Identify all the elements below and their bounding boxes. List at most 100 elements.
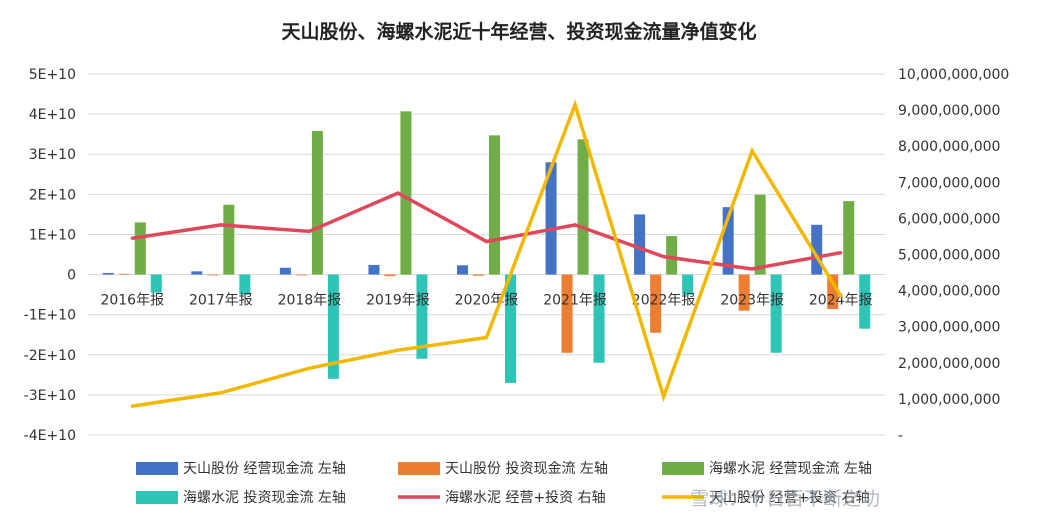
- category-label: 2019年报: [366, 293, 430, 309]
- right-tick-label: 5,000,000,000: [898, 248, 1000, 264]
- left-tick-label: 3E+10: [29, 147, 76, 163]
- bar: [207, 274, 219, 276]
- line-point: [130, 404, 134, 408]
- bar: [505, 274, 516, 383]
- legend-swatch: [398, 462, 440, 475]
- bar: [827, 274, 839, 310]
- gridlines: [88, 73, 885, 436]
- bar: [400, 111, 412, 275]
- right-tick-label: 6,000,000,000: [898, 211, 1000, 227]
- bar: [754, 194, 766, 275]
- category-label: 2023年报: [720, 293, 784, 309]
- line-point: [484, 239, 489, 244]
- bar: [311, 130, 323, 275]
- bar: [843, 201, 855, 275]
- bar: [327, 274, 339, 379]
- line-point: [662, 255, 666, 259]
- category-label: 2022年报: [632, 293, 696, 309]
- right-axis-ticks: - 1,000,000,000 2,000,000,000 3,000,000,000…: [898, 67, 1009, 444]
- category-label: 2016年报: [100, 293, 164, 309]
- legend: 天山股份 经营现金流 左轴 天山股份 投资现金流 左轴 海螺水泥 经营现金流 左轴海…: [136, 461, 872, 506]
- line-point: [396, 191, 400, 195]
- bar: [279, 267, 291, 275]
- bar: [457, 265, 468, 275]
- bar: [666, 236, 678, 275]
- category-labels: 2016年报 2017年报 2018年报 2019年报 2020年报 2021年报 2022…: [100, 293, 872, 309]
- line-point: [484, 335, 489, 340]
- line-point: [396, 348, 400, 352]
- right-tick-label: 2,000,000,000: [898, 356, 1000, 372]
- bar: [134, 222, 146, 275]
- line-point: [307, 229, 311, 233]
- left-tick-label: 5E+10: [29, 67, 76, 83]
- legend-label: 天山股份 投资现金流 左轴: [445, 461, 608, 477]
- legend-label: 海螺水泥 经营现金流 左轴: [709, 461, 872, 477]
- bar: [473, 274, 484, 276]
- bar: [577, 139, 589, 275]
- line-point: [839, 251, 843, 255]
- category-label: 2021年报: [543, 293, 607, 309]
- bar: [545, 162, 557, 275]
- legend-label: 天山股份 经营现金流 左轴: [183, 461, 346, 477]
- category-label: 2020年报: [455, 293, 519, 309]
- left-tick-label: -3E+10: [24, 388, 76, 404]
- bar-series: [102, 111, 871, 383]
- right-tick-label: 7,000,000,000: [898, 175, 1000, 191]
- bar: [770, 274, 782, 353]
- line-point: [750, 149, 754, 153]
- bar: [223, 204, 235, 275]
- line-point: [219, 391, 223, 395]
- bar: [384, 274, 396, 277]
- left-tick-label: -4E+10: [24, 428, 76, 444]
- bar: [722, 207, 734, 275]
- left-tick-label: 1E+10: [29, 227, 76, 243]
- bar: [738, 274, 750, 311]
- line-point: [573, 223, 577, 227]
- bar: [859, 274, 871, 329]
- line-point: [130, 236, 134, 240]
- legend-swatch: [136, 491, 178, 504]
- right-tick-label: 9,000,000,000: [898, 103, 1000, 119]
- bar: [118, 273, 130, 275]
- right-tick-label: 8,000,000,000: [898, 139, 1000, 155]
- line-point: [662, 395, 666, 399]
- bar: [811, 224, 823, 275]
- line-point: [219, 223, 223, 227]
- bar: [634, 214, 646, 275]
- bar: [561, 274, 573, 353]
- line-point: [839, 294, 843, 298]
- legend-swatch: [662, 462, 704, 475]
- category-label: 2017年报: [189, 293, 253, 309]
- legend-label: 海螺水泥 经营+投资 右轴: [445, 490, 606, 506]
- left-tick-label: 2E+10: [29, 187, 76, 203]
- category-label: 2024年报: [809, 293, 873, 309]
- left-tick-label: -2E+10: [24, 348, 76, 364]
- bar: [295, 274, 307, 276]
- chart-title: 天山股份、海螺水泥近十年经营、投资现金流量净值变化: [281, 20, 756, 43]
- right-tick-label: 3,000,000,000: [898, 320, 1000, 336]
- bar: [489, 135, 500, 275]
- bar: [682, 274, 694, 295]
- left-tick-label: 4E+10: [29, 107, 76, 123]
- right-tick-label: 4,000,000,000: [898, 284, 1000, 300]
- right-tick-label: 1,000,000,000: [898, 392, 1000, 408]
- right-tick-label: -: [898, 428, 903, 444]
- watermark: 雪球：千日百不断之功: [690, 488, 880, 510]
- line-point: [573, 103, 577, 107]
- line-point: [307, 366, 311, 370]
- bar: [368, 264, 380, 275]
- category-label: 2018年报: [278, 293, 342, 309]
- bar: [191, 271, 203, 275]
- left-tick-label: 0: [67, 268, 76, 284]
- bar: [650, 274, 662, 333]
- left-axis-ticks: -4E+10 -3E+10 -2E+10 -1E+10 0 1E+10 2E+10 3E+10…: [24, 67, 76, 444]
- legend-label: 天山股份 经营+投资 右轴: [709, 490, 870, 506]
- left-tick-label: -1E+10: [24, 308, 76, 324]
- bar: [150, 274, 162, 293]
- right-tick-label: 10,000,000,000: [898, 67, 1009, 83]
- bar: [593, 274, 605, 363]
- bar: [102, 272, 114, 275]
- legend-swatch: [136, 462, 178, 475]
